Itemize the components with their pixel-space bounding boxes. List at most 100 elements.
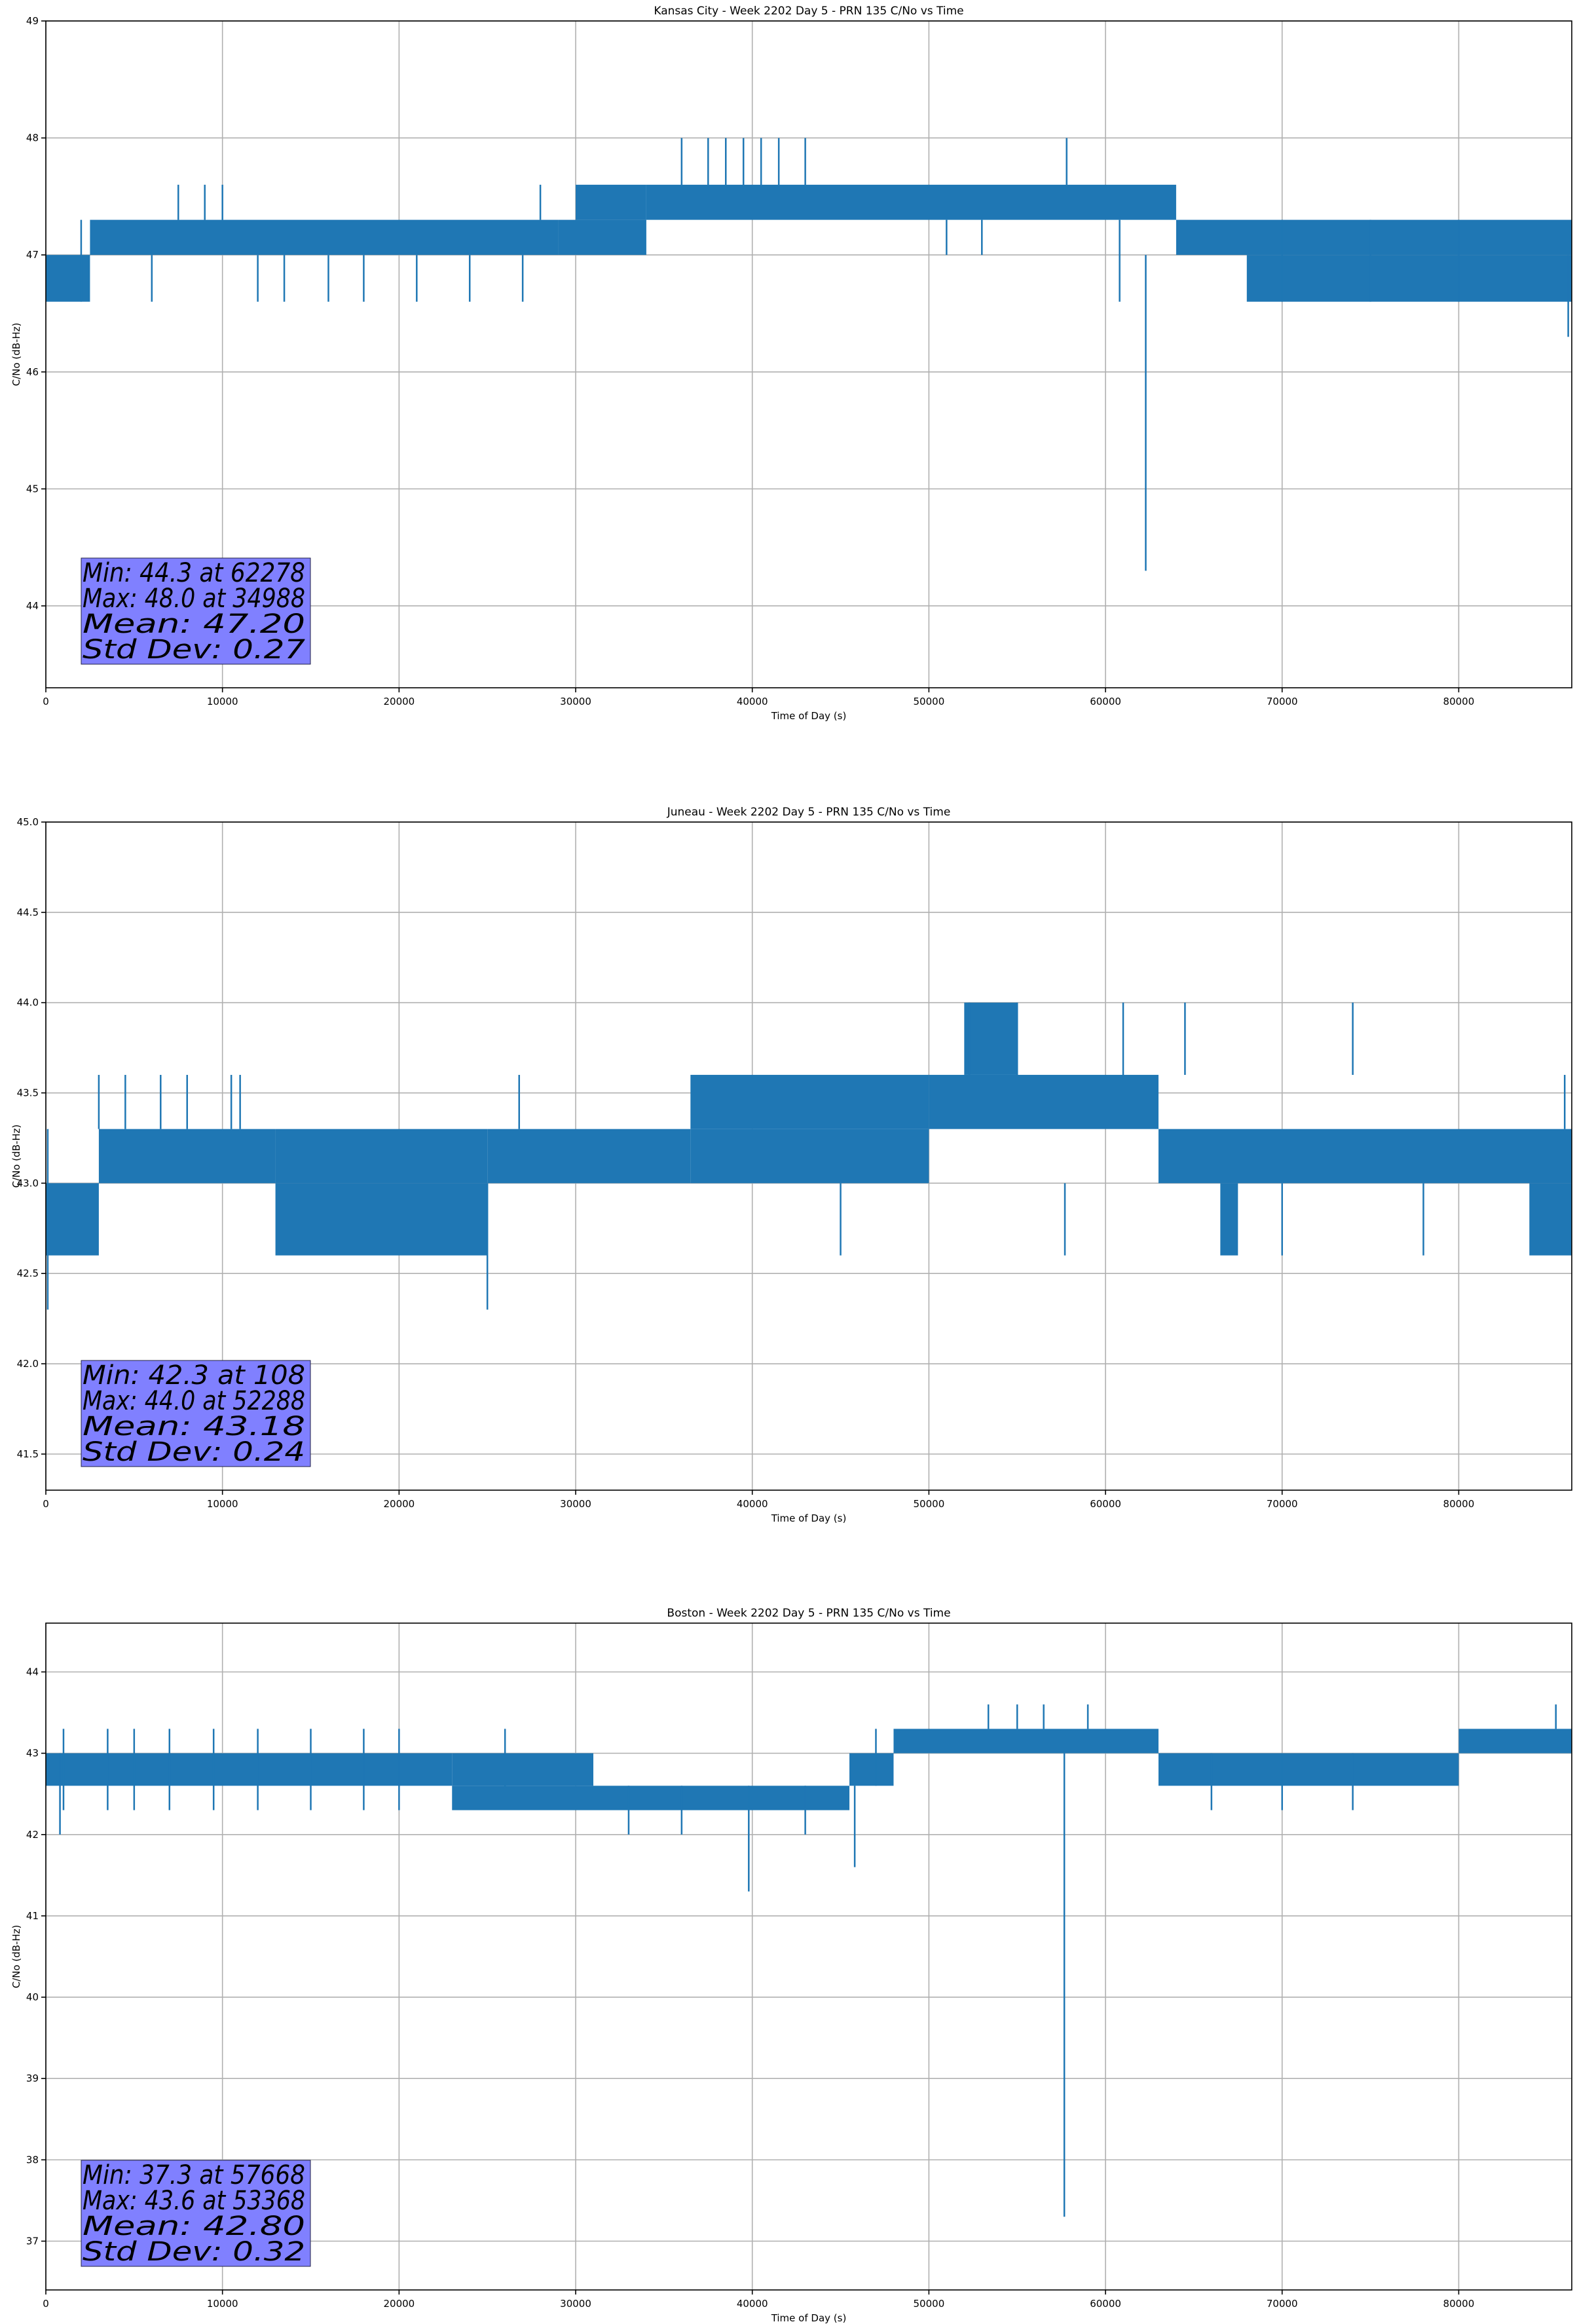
x-tick-label: 20000 — [383, 2298, 415, 2310]
cno-band — [1246, 255, 1572, 302]
axes-frame — [45, 1622, 1572, 2291]
chart-panel: 0 10000 20000 30000 40000 50000 60000 70000 8000… — [10, 1607, 1572, 2324]
chart-title: Boston - Week 2202 Day 5 - PRN 135 C/No … — [667, 1607, 950, 1620]
cno-band — [558, 219, 646, 255]
cno-band — [46, 255, 90, 302]
cno-band — [275, 1129, 488, 1184]
stats-max: Max: 44.0 at 52288 — [83, 1386, 305, 1416]
x-tick-label: 20000 — [383, 1498, 415, 1510]
cno-band — [576, 185, 646, 220]
x-tick-label: 30000 — [560, 1498, 591, 1510]
stats-mean: Mean: 42.80 — [83, 2211, 305, 2241]
y-tick-label: 49 — [26, 15, 39, 27]
cno-band — [1458, 1729, 1572, 1753]
y-tick-label: 41.5 — [17, 1448, 39, 1460]
stats-max: Max: 43.6 at 53368 — [83, 2186, 305, 2216]
x-axis-label: Time of Day (s) — [771, 2312, 847, 2324]
x-tick-label: 10000 — [207, 696, 238, 707]
cno-band — [90, 219, 559, 255]
x-tick-label: 70000 — [1267, 1498, 1298, 1510]
chart-title: Juneau - Week 2202 Day 5 - PRN 135 C/No … — [667, 806, 951, 819]
x-tick-label: 80000 — [1443, 2298, 1475, 2310]
axes-frame — [45, 821, 1572, 1491]
x-tick-label: 60000 — [1090, 2298, 1121, 2310]
x-tick-label: 70000 — [1267, 2298, 1298, 2310]
y-tick-label: 42.5 — [17, 1267, 39, 1279]
y-axis-label: C/No (dB-Hz) — [10, 1925, 22, 1989]
y-tick-label: 45 — [26, 483, 39, 495]
x-tick-label: 40000 — [737, 2298, 768, 2310]
x-tick-label: 10000 — [207, 1498, 238, 1510]
stats-min: Min: 44.3 at 62278 — [83, 558, 305, 588]
cno-band — [849, 1753, 894, 1786]
x-tick-label: 60000 — [1090, 696, 1121, 707]
x-tick-label: 40000 — [737, 1498, 768, 1510]
y-tick-label: 43.0 — [17, 1177, 39, 1189]
y-tick-label: 40 — [26, 1991, 39, 2003]
x-axis-label: Time of Day (s) — [771, 1512, 847, 1524]
stats-max: Max: 48.0 at 34988 — [83, 584, 305, 614]
x-axis-label: Time of Day (s) — [771, 710, 847, 722]
cno-band — [893, 1729, 1159, 1753]
x-tick-label: 80000 — [1443, 696, 1475, 707]
cno-band — [275, 1183, 488, 1256]
stats-box — [81, 557, 311, 665]
y-tick-label: 39 — [26, 2072, 39, 2084]
stats-std: Std Dev: 0.32 — [83, 2237, 305, 2267]
cno-band — [98, 1129, 276, 1184]
y-tick-label: 45.0 — [17, 816, 39, 828]
cno-band — [929, 1074, 1159, 1129]
y-tick-label: 43.5 — [17, 1087, 39, 1099]
axes-frame — [45, 20, 1572, 688]
y-tick-label: 43 — [26, 1748, 39, 1759]
cno-band — [452, 1753, 593, 1786]
y-tick-label: 44 — [26, 1666, 39, 1677]
x-tick-label: 70000 — [1267, 696, 1298, 707]
stats-mean: Mean: 47.20 — [83, 609, 305, 639]
y-tick-label: 46 — [26, 366, 39, 378]
cno-band — [452, 1786, 593, 1810]
chart-panel: 0 10000 20000 30000 40000 50000 60000 70000 8000… — [10, 5, 1572, 722]
x-tick-label: 50000 — [914, 2298, 945, 2310]
cno-band — [1158, 1753, 1459, 1786]
stats-min: Min: 42.3 at 108 — [83, 1360, 305, 1391]
x-tick-label: 80000 — [1443, 1498, 1475, 1510]
y-tick-label: 48 — [26, 132, 39, 144]
y-tick-label: 42.0 — [17, 1358, 39, 1370]
chart-title: Kansas City - Week 2202 Day 5 - PRN 135 … — [654, 5, 963, 18]
y-tick-label: 37 — [26, 2236, 39, 2247]
y-tick-label: 44.5 — [17, 907, 39, 918]
x-tick-label: 50000 — [914, 696, 945, 707]
cno-band — [1176, 219, 1572, 255]
stats-box — [81, 1360, 311, 1467]
y-tick-label: 41 — [26, 1910, 39, 1922]
y-tick-label: 38 — [26, 2154, 39, 2165]
chart-panel: 0 10000 20000 30000 40000 50000 60000 70000 8000… — [10, 806, 1572, 1524]
cno-band — [690, 1129, 929, 1184]
y-axis-label: C/No (dB-Hz) — [10, 323, 22, 386]
x-tick-label: 10000 — [207, 2298, 238, 2310]
y-tick-label: 44.0 — [17, 997, 39, 1009]
cno-band — [690, 1074, 929, 1129]
stats-std: Std Dev: 0.24 — [83, 1437, 305, 1467]
cno-band — [1529, 1183, 1572, 1256]
x-tick-label: 0 — [43, 696, 49, 707]
y-tick-label: 42 — [26, 1829, 39, 1841]
cno-band — [964, 1002, 1018, 1075]
cno-band — [593, 1786, 850, 1810]
stats-std: Std Dev: 0.27 — [83, 635, 306, 665]
cno-band — [46, 1183, 99, 1256]
y-tick-label: 44 — [26, 600, 39, 612]
stats-min: Min: 37.3 at 57668 — [83, 2160, 305, 2190]
x-tick-label: 0 — [43, 1498, 49, 1510]
y-tick-label: 47 — [26, 249, 39, 261]
x-tick-label: 30000 — [560, 2298, 591, 2310]
x-tick-label: 60000 — [1090, 1498, 1121, 1510]
x-tick-label: 30000 — [560, 696, 591, 707]
cno-band — [487, 1129, 691, 1184]
cno-band — [1158, 1129, 1572, 1184]
x-tick-label: 20000 — [383, 696, 415, 707]
cno-band — [46, 1753, 453, 1786]
stats-mean: Mean: 43.18 — [83, 1412, 305, 1442]
